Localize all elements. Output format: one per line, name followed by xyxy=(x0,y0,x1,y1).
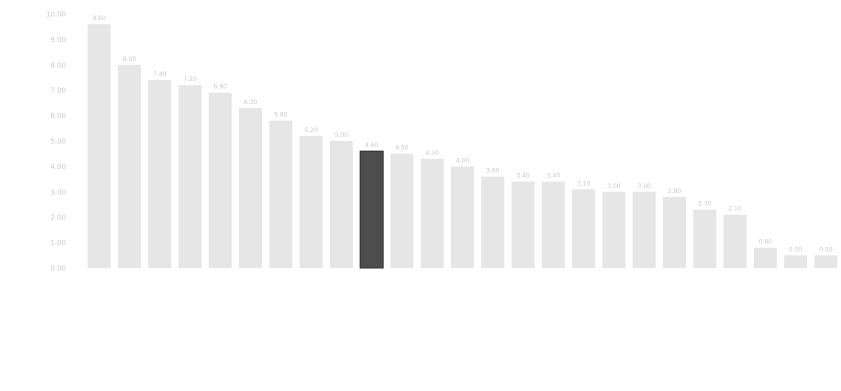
y-tick-label: 0.00 xyxy=(50,265,66,273)
bar-value-label: 4.30 xyxy=(426,150,440,157)
bar-value-label: 5.00 xyxy=(335,132,349,139)
bar-value-label: 5.80 xyxy=(274,112,288,119)
bar-value-label: 4.60 xyxy=(365,142,379,149)
bar xyxy=(632,191,656,268)
y-tick-label: 7.00 xyxy=(50,87,66,95)
bar xyxy=(481,176,505,268)
y-tick-label: 10.00 xyxy=(46,11,66,19)
bar-value-label: 0.50 xyxy=(789,246,803,253)
bar xyxy=(299,135,323,268)
bar-value-label: 8.00 xyxy=(123,56,137,63)
bar xyxy=(239,107,263,268)
bar-value-label: 3.00 xyxy=(607,183,621,190)
y-tick-label: 3.00 xyxy=(50,188,66,196)
bar xyxy=(390,153,414,268)
bar xyxy=(572,189,596,268)
bar-highlighted xyxy=(359,150,384,269)
bar xyxy=(602,191,626,268)
bar xyxy=(329,141,353,268)
y-axis: 0.00 1.00 2.00 3.00 4.00 5.00 6.00 7.00 8.00 9.00… xyxy=(46,11,66,273)
bar xyxy=(662,196,686,268)
bar-value-labels: 9.60 8.00 7.40 7.20 6.90 6.30 5.80 5.20 5.00 4.60… xyxy=(92,15,832,253)
bar xyxy=(208,92,232,269)
bar-value-label: 6.90 xyxy=(214,84,228,91)
bar-value-label: 7.40 xyxy=(153,71,167,78)
bar-value-label: 0.80 xyxy=(759,239,773,246)
y-tick-label: 5.00 xyxy=(50,138,66,146)
y-tick-label: 6.00 xyxy=(50,112,66,120)
bar xyxy=(148,80,172,268)
y-tick-label: 4.00 xyxy=(50,163,66,171)
bar-value-label: 3.10 xyxy=(577,180,591,187)
bar-value-label: 9.60 xyxy=(92,15,106,22)
bar-value-label: 2.80 xyxy=(668,188,682,195)
y-tick-label: 8.00 xyxy=(50,61,66,69)
bar xyxy=(117,64,141,268)
y-tick-label: 1.00 xyxy=(50,239,66,247)
bar-value-label: 2.10 xyxy=(728,206,742,213)
bar-value-label: 4.00 xyxy=(456,157,470,164)
bar xyxy=(693,209,717,268)
bar xyxy=(753,247,777,268)
bar-value-label: 6.30 xyxy=(244,99,258,106)
y-tick-label: 9.00 xyxy=(50,36,66,44)
bar xyxy=(420,158,444,268)
bar-value-label: 7.20 xyxy=(183,76,197,83)
bar-value-label: 4.50 xyxy=(395,145,409,152)
bar xyxy=(178,85,202,269)
y-tick-label: 2.00 xyxy=(50,214,66,222)
bar xyxy=(269,120,293,269)
bar xyxy=(784,255,808,268)
bar-value-label: 0.50 xyxy=(819,246,833,253)
bar-value-label: 3.00 xyxy=(638,183,652,190)
bar xyxy=(450,166,475,268)
bar-value-label: 5.20 xyxy=(304,127,318,134)
bar-value-label: 2.30 xyxy=(698,201,712,208)
bar xyxy=(814,255,838,268)
bar xyxy=(723,214,747,268)
bar-value-label: 3.40 xyxy=(547,173,561,180)
bars-group xyxy=(87,24,838,269)
bar xyxy=(511,181,535,268)
bar xyxy=(87,24,111,268)
bar xyxy=(541,181,565,268)
bar-value-label: 3.60 xyxy=(486,168,500,175)
bar-value-label: 3.40 xyxy=(516,173,530,180)
